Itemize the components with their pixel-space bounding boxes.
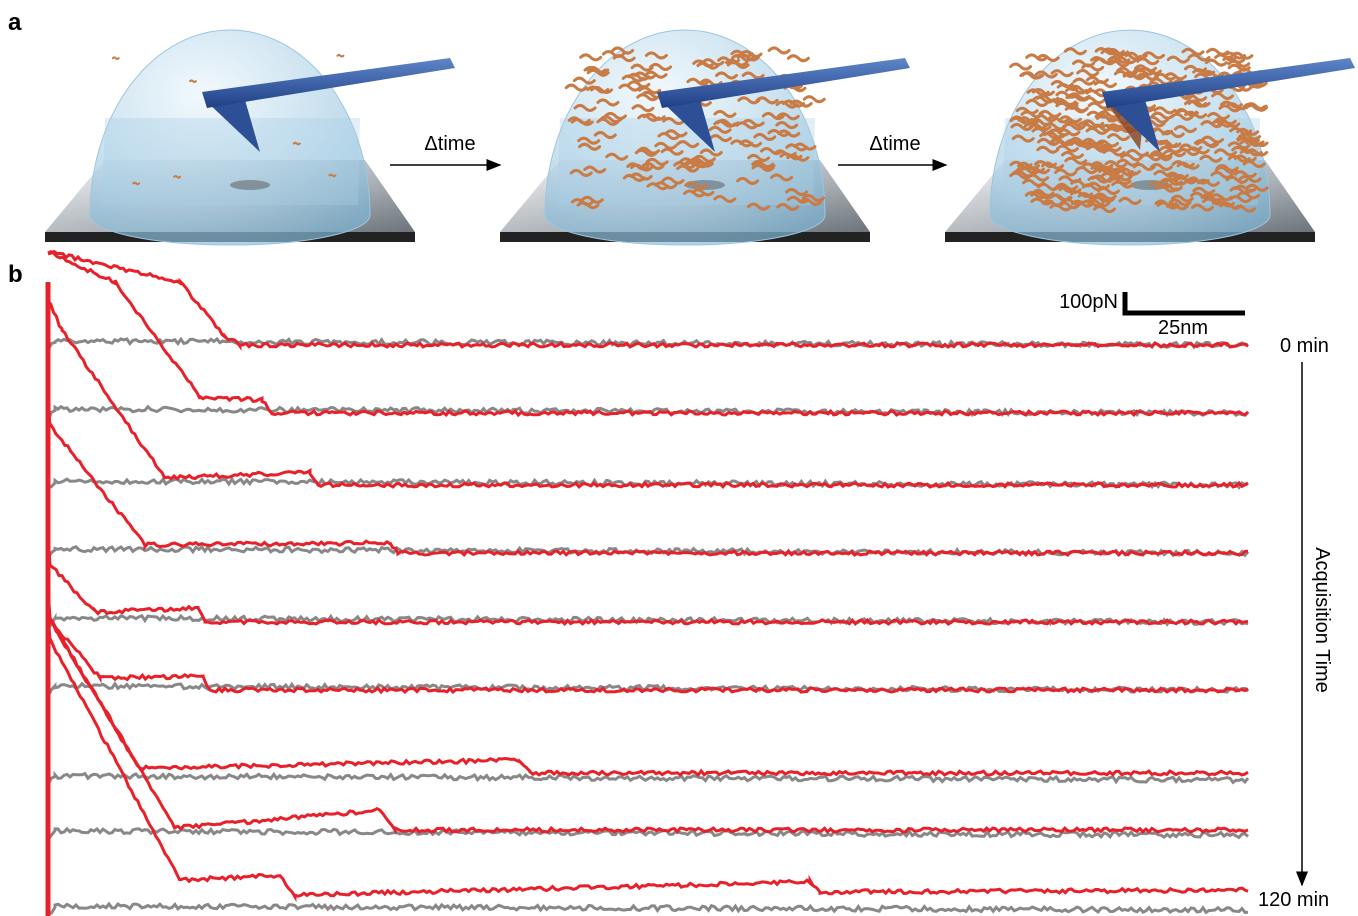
fibril (174, 176, 180, 178)
fibril (337, 55, 343, 57)
panel-label: a (8, 9, 22, 36)
figure: a b Δtime Δtime 100pN 25nm 0 min 120 min… (0, 0, 1358, 916)
scale-label: 100pN (1059, 291, 1118, 313)
time-label: 0 min (1280, 335, 1329, 357)
liquid-plane (102, 118, 360, 205)
retract-trace (48, 252, 1248, 415)
fibril (113, 57, 119, 59)
axis-label: Acquisition Time (1311, 547, 1333, 693)
fibril (190, 80, 196, 82)
step-label: Δtime (869, 133, 920, 155)
fibril (1207, 49, 1227, 54)
retract-trace (48, 590, 1248, 692)
approach-trace (48, 904, 1248, 913)
fibril (294, 143, 300, 145)
fibril (133, 183, 139, 185)
scale-bar (1125, 292, 1245, 313)
retract-trace (48, 301, 1248, 487)
fibril (788, 56, 808, 61)
fibril (581, 55, 601, 60)
illustrations (45, 30, 1355, 245)
time-label: 120 min (1258, 889, 1329, 911)
step-label: Δtime (424, 133, 475, 155)
fibril (329, 175, 335, 177)
fibril (1011, 64, 1031, 69)
approach-trace (48, 774, 1248, 785)
retract-trace (48, 609, 1248, 897)
fibril (769, 48, 789, 53)
fibril (804, 97, 824, 102)
force-traces (48, 252, 1248, 916)
scale-label: 25nm (1158, 317, 1208, 339)
shadow (230, 180, 270, 190)
retract-trace (48, 592, 1248, 832)
panel-label: b (8, 261, 23, 288)
